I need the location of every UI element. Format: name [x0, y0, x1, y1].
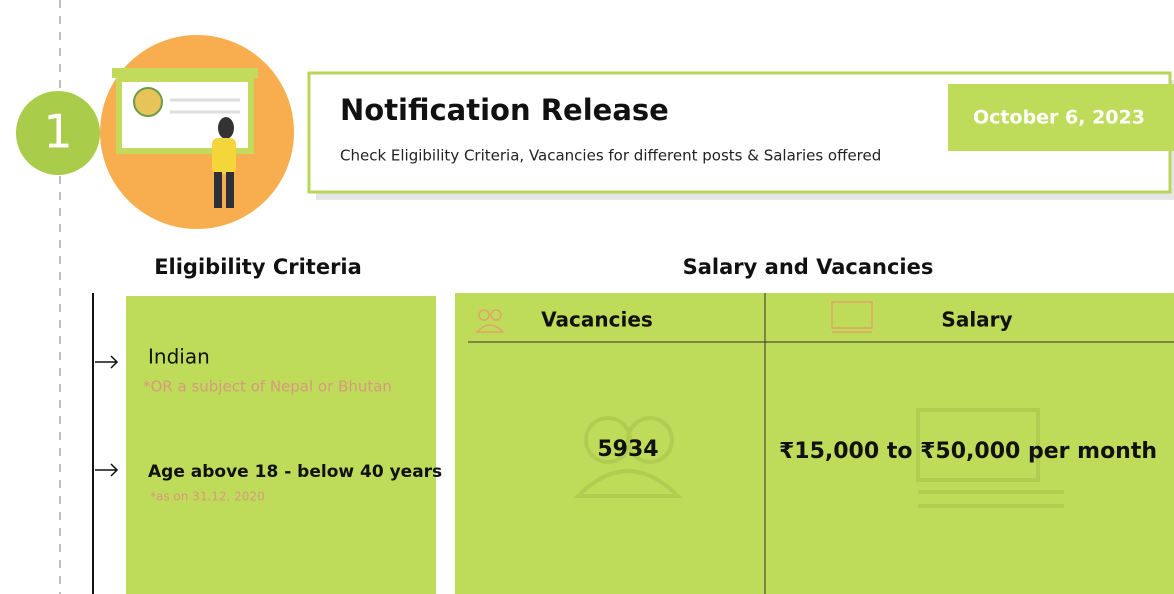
- infographic: 1 Notification Release Check Eligibility…: [0, 0, 1174, 594]
- criterion-note: *OR a subject of Nepal or Bhutan: [143, 378, 392, 396]
- eligibility-box: [126, 296, 436, 594]
- emblem: [134, 88, 162, 116]
- arrows: [95, 356, 117, 476]
- section-title: Eligibility Criteria: [154, 255, 362, 279]
- header-subtitle: Check Eligibility Criteria, Vacancies fo…: [340, 147, 881, 165]
- person-body: [212, 138, 236, 174]
- arrow: [95, 356, 117, 368]
- criterion: Age above 18 - below 40 years: [148, 462, 442, 482]
- salary-value: ₹15,000 to ₹50,000 per month: [779, 439, 1157, 464]
- header-title: Notification Release: [340, 93, 669, 127]
- vacancies-value: 5934: [597, 437, 658, 462]
- board-top: [112, 68, 258, 78]
- date: October 6, 2023: [973, 107, 1145, 129]
- section-title: Salary and Vacancies: [683, 255, 934, 279]
- step-number: 1: [43, 105, 72, 159]
- criterion-note: *as on 31.12. 2020: [150, 490, 265, 504]
- person-head: [218, 117, 234, 139]
- column-header: Salary: [941, 308, 1012, 332]
- person-leg: [214, 172, 222, 208]
- column-header: Vacancies: [541, 308, 653, 332]
- arrow: [95, 464, 117, 476]
- person-leg: [226, 172, 234, 208]
- criterion: Indian: [148, 345, 210, 369]
